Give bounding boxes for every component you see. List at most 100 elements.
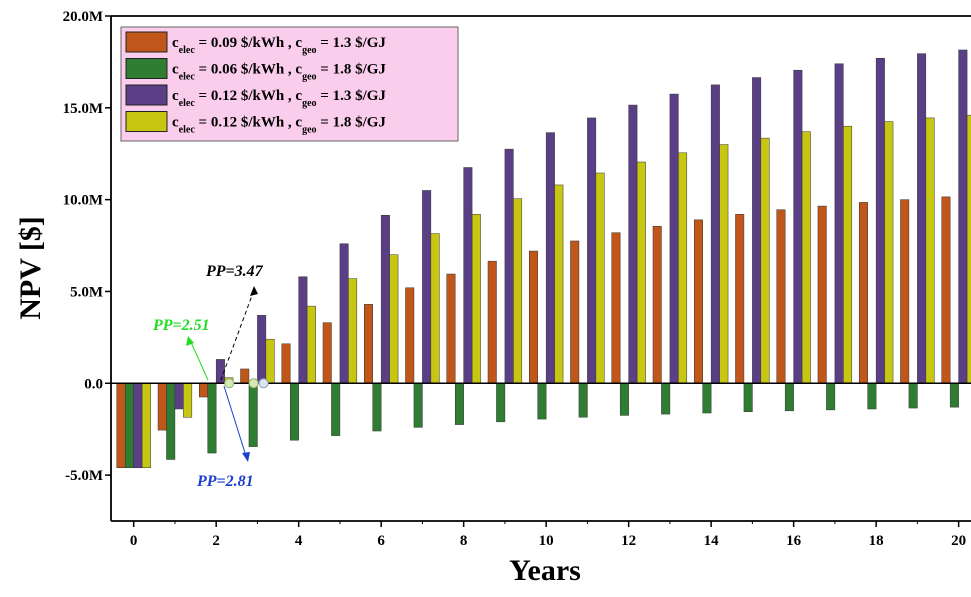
- bar-s2-year-3: [248, 383, 258, 447]
- bar-s3-year-9: [504, 148, 514, 384]
- bar-s1-year-18: [858, 202, 868, 384]
- bar-s3-year-4: [298, 276, 308, 384]
- pp-arrow-black: [220, 289, 255, 381]
- bar-s1-year-12: [611, 232, 621, 384]
- bar-s1-year-20: [941, 196, 951, 384]
- bar-s2-year-12: [619, 383, 629, 416]
- bar-s2-year-8: [454, 383, 464, 425]
- bar-s1-year-5: [322, 322, 332, 384]
- bar-s2-year-17: [826, 383, 836, 411]
- legend-label-3: celec = 0.12 $/kWh , cgeo = 1.3 $/GJ: [172, 88, 386, 109]
- bar-s2-year-9: [496, 383, 506, 423]
- payback-point: [258, 378, 269, 389]
- bar-s3-year-6: [380, 214, 390, 384]
- bar-s3-year-15: [752, 77, 762, 384]
- legend-box: [120, 26, 459, 142]
- x-tick-label: 20: [951, 533, 966, 549]
- x-tick-label: 18: [869, 533, 884, 549]
- bar-s4-year-9: [513, 198, 523, 384]
- bar-s1-year-8: [446, 273, 456, 384]
- y-tick-label: 15.0M: [63, 101, 103, 117]
- pp-arrow-blue: [223, 385, 247, 457]
- legend-swatch-3: [125, 84, 168, 106]
- bar-s4-year-3: [265, 338, 275, 384]
- bar-s3-year-12: [628, 104, 638, 384]
- bar-s1-year-14: [693, 219, 703, 384]
- bar-s1-year-6: [364, 304, 373, 384]
- legend-label-2: celec = 0.06 $/kWh , cgeo = 1.8 $/GJ: [172, 62, 386, 83]
- bar-s3-year-2: [215, 359, 225, 384]
- y-tick-label: -5.0M: [65, 468, 103, 484]
- legend: celec = 0.09 $/kWh , cgeo = 1.3 $/GJ cele…: [120, 26, 459, 142]
- bar-s3-year-19: [917, 53, 927, 384]
- bar-s4-year-5: [348, 278, 358, 384]
- bar-s3-year-5: [339, 243, 349, 384]
- bar-s1-year-0: [116, 383, 126, 468]
- bar-s4-year-12: [636, 161, 646, 384]
- legend-label-1: celec = 0.09 $/kWh , cgeo = 1.3 $/GJ: [172, 35, 386, 56]
- bar-s3-year-16: [793, 69, 803, 384]
- bar-s4-year-18: [884, 121, 894, 384]
- bar-s2-year-5: [331, 383, 341, 436]
- bar-s4-year-16: [801, 131, 811, 384]
- pp-arrowhead-blue: [242, 452, 250, 462]
- bar-s4-year-15: [760, 137, 770, 384]
- x-axis-title: Years: [509, 554, 581, 587]
- x-tick-label: 6: [377, 533, 385, 549]
- x-tick-label: 8: [460, 533, 468, 549]
- bar-s3-year-1: [174, 383, 184, 410]
- bar-s1-year-15: [735, 214, 745, 384]
- bar-s3-year-14: [710, 84, 720, 384]
- bar-s1-year-10: [528, 250, 538, 384]
- bar-s3-year-0: [133, 383, 143, 468]
- bar-s4-year-14: [719, 144, 729, 384]
- bar-s3-year-18: [875, 57, 885, 384]
- legend-swatch-4: [125, 111, 168, 132]
- bar-s3-year-11: [587, 117, 597, 384]
- pp-arrowhead-black: [250, 286, 258, 296]
- bar-s3-year-3: [257, 315, 267, 384]
- legend-label-4: celec = 0.12 $/kWh , cgeo = 1.8 $/GJ: [172, 115, 386, 136]
- bar-s2-year-13: [661, 383, 671, 415]
- y-tick-label: 20.0M: [63, 9, 103, 25]
- bar-s4-year-17: [843, 125, 853, 384]
- bar-s3-year-7: [422, 190, 432, 384]
- bar-s4-year-10: [554, 184, 564, 384]
- bar-s2-year-20: [949, 383, 959, 408]
- bar-s1-year-11: [570, 240, 580, 384]
- payback-point: [248, 378, 259, 389]
- bar-s1-year-7: [405, 287, 415, 384]
- bar-s2-year-6: [372, 383, 382, 432]
- bar-s4-year-11: [595, 172, 605, 384]
- x-tick-label: 14: [704, 533, 720, 549]
- bar-s2-year-1: [166, 383, 176, 460]
- bar-s3-year-17: [834, 63, 844, 384]
- x-tick-label: 4: [295, 533, 303, 549]
- legend-swatch-1: [125, 31, 168, 53]
- bar-s2-year-11: [578, 383, 588, 418]
- x-tick-label: 0: [130, 533, 138, 549]
- bar-s2-year-16: [784, 383, 794, 412]
- bar-s1-year-3: [240, 368, 250, 384]
- x-tick-label: 2: [212, 533, 220, 549]
- bar-s2-year-15: [743, 383, 753, 412]
- y-tick-label: 0.0: [84, 376, 103, 392]
- bar-s1-year-16: [776, 209, 786, 384]
- payback-annotations: PP=3.47 PP=2.51 PP=2.81: [152, 263, 269, 490]
- y-axis-title: NPV [$]: [14, 216, 47, 320]
- bar-s1-year-4: [281, 343, 291, 384]
- bar-s3-year-8: [463, 167, 473, 384]
- y-tick-label: 5.0M: [70, 284, 103, 300]
- bar-s1-year-9: [487, 260, 497, 384]
- legend-swatch-2: [125, 58, 168, 79]
- pp-label-3: PP=2.81: [196, 473, 254, 490]
- bar-s2-year-18: [867, 383, 877, 410]
- bar-s1-year-13: [652, 226, 662, 384]
- bar-s3-year-20: [958, 49, 968, 384]
- x-tick-label: 10: [539, 533, 554, 549]
- bar-s2-year-14: [702, 383, 712, 414]
- axes-layer: -5.0M 0.0 5.0M 10.0M 15.0M 20.0M 0 2 4 6 8 10 12 14 16…: [63, 9, 971, 549]
- bar-s1-year-2: [199, 383, 208, 398]
